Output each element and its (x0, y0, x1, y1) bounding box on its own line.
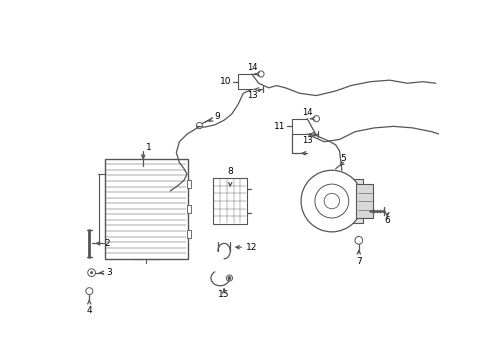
Bar (104, 159, 187, 259)
Circle shape (258, 89, 260, 91)
Text: 15: 15 (218, 291, 229, 300)
Bar (187, 180, 190, 188)
Text: 7: 7 (355, 257, 361, 266)
Circle shape (314, 184, 348, 218)
Text: 1: 1 (146, 143, 152, 152)
Text: 13: 13 (246, 91, 257, 100)
Bar (187, 205, 190, 213)
Circle shape (313, 134, 315, 136)
Text: 3: 3 (106, 268, 112, 277)
Text: 12: 12 (245, 243, 257, 252)
Text: 4: 4 (86, 306, 92, 315)
Bar (324, 180, 362, 222)
Bar (213, 178, 246, 224)
Text: 13: 13 (301, 136, 312, 145)
Text: 9: 9 (214, 112, 220, 121)
Circle shape (90, 271, 93, 274)
Text: 2: 2 (104, 239, 110, 248)
Text: 14: 14 (301, 108, 312, 117)
Text: 6: 6 (384, 216, 389, 225)
Circle shape (324, 193, 339, 209)
Text: 10: 10 (220, 77, 231, 86)
Text: 14: 14 (246, 63, 257, 72)
Text: 11: 11 (274, 122, 285, 131)
Bar (356, 184, 373, 218)
Circle shape (227, 276, 230, 280)
Bar (187, 230, 190, 238)
Text: 5: 5 (340, 154, 346, 163)
Circle shape (301, 170, 362, 232)
Text: 8: 8 (227, 167, 233, 176)
